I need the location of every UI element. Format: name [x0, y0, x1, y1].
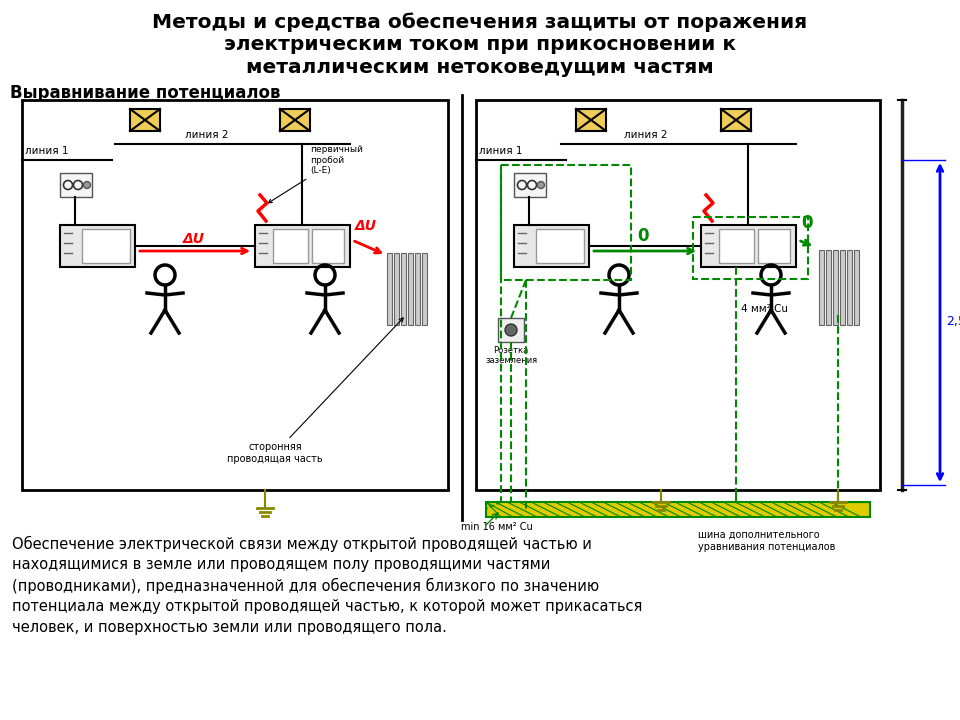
Bar: [847, 250, 852, 325]
Bar: [498, 318, 524, 342]
Text: первичный
пробой
(L-E): первичный пробой (L-E): [269, 145, 363, 203]
Bar: [693, 217, 808, 279]
Bar: [701, 225, 796, 267]
Text: сторонняя
проводящая часть: сторонняя проводящая часть: [228, 318, 403, 464]
Bar: [536, 229, 584, 263]
Bar: [60, 225, 135, 267]
Text: 2,5м: 2,5м: [946, 315, 960, 328]
Bar: [576, 109, 606, 131]
Bar: [273, 229, 308, 263]
Bar: [514, 173, 546, 197]
Text: 4 мм² Cu: 4 мм² Cu: [741, 304, 788, 314]
Text: человек, и поверхностью земли или проводящего пола.: человек, и поверхностью земли или провод…: [12, 620, 446, 635]
Bar: [280, 109, 310, 131]
Bar: [819, 250, 824, 325]
Bar: [312, 229, 344, 263]
Circle shape: [538, 181, 544, 189]
Text: Методы и средства обеспечения защиты от поражения: Методы и средства обеспечения защиты от …: [153, 12, 807, 32]
Text: шина дополнительного
уравнивания потенциалов: шина дополнительного уравнивания потенци…: [698, 530, 835, 552]
Bar: [387, 253, 392, 325]
Bar: [82, 229, 130, 263]
Text: металлическим нетоковедущим частям: металлическим нетоковедущим частям: [246, 58, 714, 77]
Bar: [400, 253, 405, 325]
Bar: [719, 229, 754, 263]
Text: ΔU: ΔU: [183, 232, 205, 246]
Bar: [721, 109, 751, 131]
Bar: [839, 250, 845, 325]
Text: (проводниками), предназначенной для обеспечения близкого по значению: (проводниками), предназначенной для обес…: [12, 578, 599, 594]
Text: линия 1: линия 1: [25, 146, 68, 156]
Text: электрическим током при прикосновении к: электрическим током при прикосновении к: [224, 35, 736, 54]
Bar: [501, 165, 631, 280]
Text: линия 2: линия 2: [624, 130, 667, 140]
Text: Обеспечение электрической связи между открытой проводящей частью и: Обеспечение электрической связи между от…: [12, 536, 592, 552]
Bar: [476, 100, 880, 490]
Text: 0: 0: [801, 214, 812, 232]
Text: min 16 мм² Cu: min 16 мм² Cu: [461, 522, 533, 532]
Bar: [60, 173, 92, 197]
Text: линия 1: линия 1: [479, 146, 522, 156]
Bar: [22, 100, 448, 490]
Bar: [853, 250, 858, 325]
Bar: [421, 253, 426, 325]
Text: находящимися в земле или проводящем полу проводящими частями: находящимися в земле или проводящем полу…: [12, 557, 550, 572]
Bar: [826, 250, 830, 325]
Circle shape: [84, 181, 90, 189]
Bar: [130, 109, 160, 131]
Text: Розетка
заземления: Розетка заземления: [485, 346, 537, 365]
Circle shape: [505, 324, 517, 336]
Text: ΔU: ΔU: [355, 219, 377, 233]
Bar: [832, 250, 837, 325]
Bar: [415, 253, 420, 325]
Bar: [255, 225, 350, 267]
Text: 0: 0: [637, 227, 649, 245]
Bar: [394, 253, 398, 325]
Text: потенциала между открытой проводящей частью, к которой может прикасаться: потенциала между открытой проводящей час…: [12, 599, 642, 614]
Text: линия 2: линия 2: [185, 130, 228, 140]
Bar: [758, 229, 790, 263]
Text: Выравнивание потенциалов: Выравнивание потенциалов: [10, 84, 280, 102]
Bar: [486, 502, 870, 517]
Bar: [514, 225, 589, 267]
Bar: [407, 253, 413, 325]
